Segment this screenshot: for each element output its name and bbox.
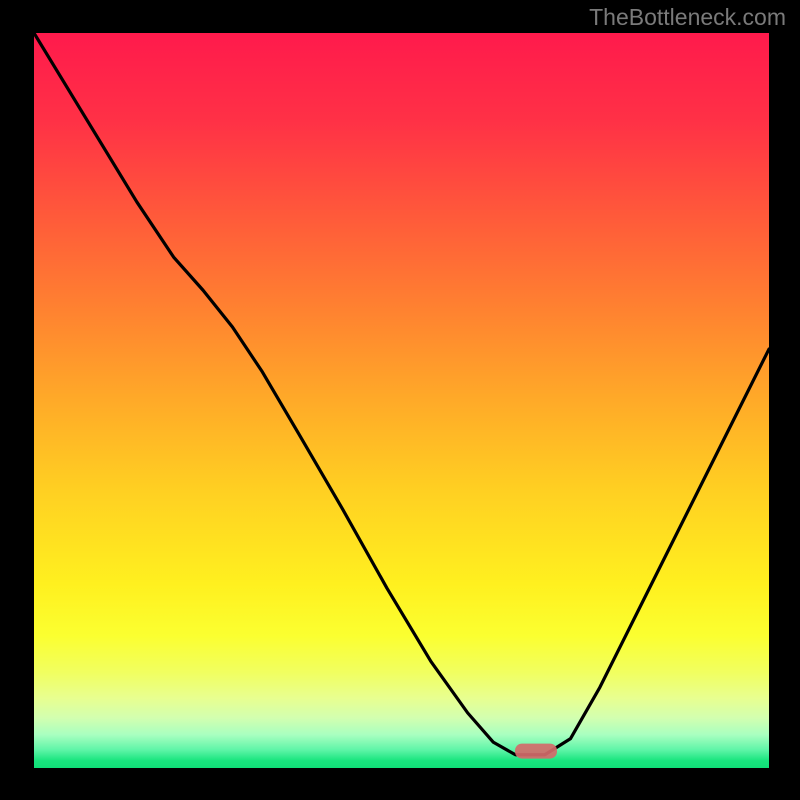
chart-wrapper: TheBottleneck.com: [0, 0, 800, 800]
optimal-marker: [515, 744, 557, 759]
bottleneck-chart: [0, 0, 800, 800]
watermark-text: TheBottleneck.com: [589, 4, 786, 31]
plot-background: [34, 33, 769, 768]
